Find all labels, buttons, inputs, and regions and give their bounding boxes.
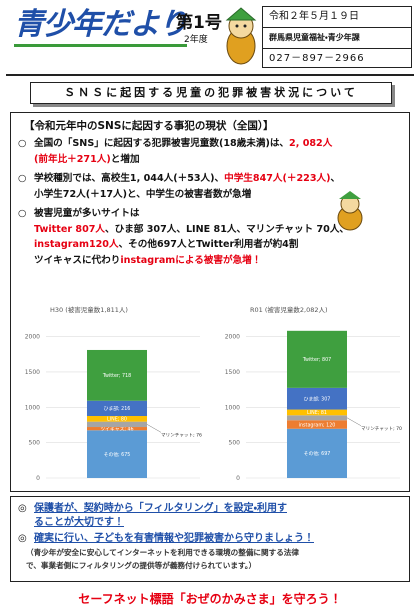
bar-segment [287,415,347,421]
notice-item: ◎ 確実に行い、子どもを有害情報や犯罪被害から守りましょう！ [18,532,314,546]
notice-item: ◎ 保護者が、契約時から「フィルタリング」を設定・利用す ることが大切です！ [18,502,287,530]
bar-segment [87,349,147,401]
text-line: 全国の「SNS」に起因する犯罪被害児童数(18歳未満)は、2, 082人 [18,136,332,152]
date: 令和２年５月１９日 [263,7,411,28]
text-run: 2, 082人 [289,138,333,149]
y-tick-label: 2000 [25,334,40,341]
text-run: 学校種別では、高校生1, 044人(＋53人)、 [34,173,225,184]
data-label: instagram; 120 [299,422,336,428]
y-tick-label: 1500 [225,369,240,376]
text-run: instagramによる被害が急増！ [120,254,262,266]
bullet-item: ○ 学校種別では、高校生1, 044人(＋53人)、中学生847人(＋223人)、… [18,171,340,202]
bar-segment [87,415,147,422]
issue-number: 第1号 [176,13,222,33]
text-run: 、その他697人とTwitter利用者が約4割 [118,239,299,250]
data-label: その他; 675 [104,451,131,458]
text-run: 全国の「SNS」に起因する犯罪被害児童数(18歳未満)は、 [34,138,290,149]
y-tick-label: 500 [29,440,41,447]
bar-segment [87,430,147,478]
text-run: instagram120人 [34,239,119,250]
text-run: と増加 [110,153,140,165]
office: 群馬県児童福祉・青少年課 [263,28,411,49]
text-run: 被害児童が多いサイトは [34,208,140,219]
data-label: Twitter; 807 [302,357,331,363]
mascot [225,7,257,65]
text-line: ツイキャスに代わりinstagramによる被害が急増！ [18,253,349,269]
notice-line: ることが大切です！ [34,517,124,528]
notice-mark: ◎ [18,503,27,514]
fiscal-year: 2年度 [184,35,208,45]
bullet-mark: ○ [18,208,27,219]
bar-segment [287,330,347,388]
text-line: 被害児童が多いサイトは [18,206,349,222]
data-label: ひま部; 216 [104,406,131,412]
data-label: Twitter; 718 [102,373,131,379]
text-run: (前年比＋271人) [34,153,111,165]
chart: R01 (被害児童数2,082人) 0 500 1000 1500 2000 その他; 69… [225,305,402,482]
y-tick-label: 2000 [225,334,240,341]
bar-segment [287,387,347,410]
newsletter-title: 青少年だより [14,6,188,47]
bullet-item: ○ 全国の「SNS」に起因する犯罪被害児童数(18歳未満)は、2, 082人 (前年… [18,136,332,167]
text-line: (前年比＋271人)と増加 [18,152,332,168]
text-line: Twitter 807人、ひま部 307人、LINE 81人、マリンチャット 7… [18,222,349,238]
y-tick-label: 1500 [25,369,40,376]
text-run: 、ひま部 307人、LINE 81人、マリンチャット 70人、 [105,223,350,235]
bar-segment [87,427,147,431]
bar-segment [87,421,147,428]
data-label: ひま部; 307 [304,397,331,403]
y-tick-label: 0 [236,475,240,482]
notice-line: 確実に行い、子どもを有害情報や犯罪被害から守りましょう！ [34,533,314,544]
data-label: マリンチャット; 76 [161,432,202,438]
data-label: その他; 697 [304,450,331,457]
notice-box [10,496,410,582]
bar-segment [287,420,347,429]
data-label: LINE; 81 [307,410,327,416]
y-tick-label: 500 [229,440,241,447]
bullet-item: ○ 被害児童が多いサイトは Twitter 807人、ひま部 307人、LINE 8… [18,206,349,268]
bar-segment [287,409,347,416]
info-box: 令和２年５月１９日 群馬県児童福祉・青少年課 027－897－2966 [262,6,412,68]
header-rule [6,74,414,76]
banner: ＳＮＳに起因する児童の犯罪被害状況について [30,82,392,104]
leader-line [346,417,362,426]
note-line: で、事業者側にフィルタリングの提供等が義務付けられています。） [26,561,257,570]
footer-slogan: セーフネット標語「おぜのかみさま」を守ろう！ [78,592,342,606]
notice-mark: ◎ [18,533,27,544]
text-run: Twitter 807人 [34,223,106,235]
bullet-mark: ○ [18,173,27,184]
y-tick-label: 1000 [225,404,240,411]
section-heading: 【令和元年中のSNSに起因する事犯の現状（全国）】 [24,120,274,132]
chart-title: R01 (被害児童数2,082人) [250,305,328,314]
bullet-mark: ○ [18,138,27,149]
text-line: 小学生72人(＋17人)と、中学生の被害者数が急増 [18,187,340,203]
chart-title: H30 (被害児童数1,811人) [50,305,128,314]
section-box [10,112,410,492]
bar-segment [87,400,147,416]
text-run: ツイキャスに代わり [34,254,121,266]
text-run: 小学生72人(＋17人)と、中学生の被害者数が急増 [34,188,252,200]
note: （青少年が安全に安心してインターネットを利用できる環境の整備に関する法律 で、事業… [26,546,299,572]
data-label: マリンチャット; 70 [361,426,402,432]
phone: 027－897－2966 [269,53,365,64]
bar-segment [287,428,347,478]
y-tick-label: 1000 [25,404,40,411]
data-label: LINE; 80 [107,417,127,423]
chart: H30 (被害児童数1,811人) 0 500 1000 1500 2000 その他; 67… [25,305,202,482]
mascot-small [337,191,363,231]
text-run: 中学生847人(＋223人) [224,173,331,184]
text-line: instagram120人、その他697人とTwitter利用者が約4割 [18,237,349,253]
y-tick-label: 0 [36,475,40,482]
leader-line [146,424,162,433]
text-run: 、 [330,173,341,184]
notice-line: 保護者が、契約時から「フィルタリング」を設定・利用す [34,503,287,514]
text-line: 学校種別では、高校生1, 044人(＋53人)、中学生847人(＋223人)、 [18,171,340,187]
data-label: ツイキャス; 46 [100,426,133,432]
note-line: （青少年が安全に安心してインターネットを利用できる環境の整備に関する法律 [26,548,299,557]
